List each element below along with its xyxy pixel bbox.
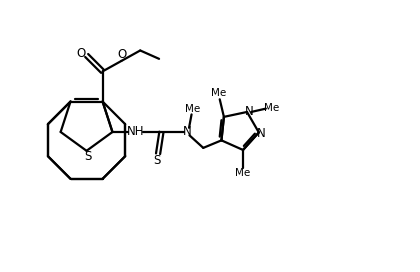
- Text: NH: NH: [127, 125, 144, 138]
- Text: N: N: [245, 105, 254, 118]
- Text: Me: Me: [235, 168, 251, 178]
- Text: Me: Me: [211, 88, 226, 98]
- Text: Me: Me: [265, 103, 280, 113]
- Text: O: O: [76, 47, 86, 60]
- Text: N: N: [183, 125, 192, 138]
- Text: S: S: [154, 153, 161, 166]
- Text: S: S: [84, 150, 92, 163]
- Text: Me: Me: [185, 104, 200, 113]
- Text: O: O: [118, 48, 127, 61]
- Text: N: N: [257, 127, 265, 140]
